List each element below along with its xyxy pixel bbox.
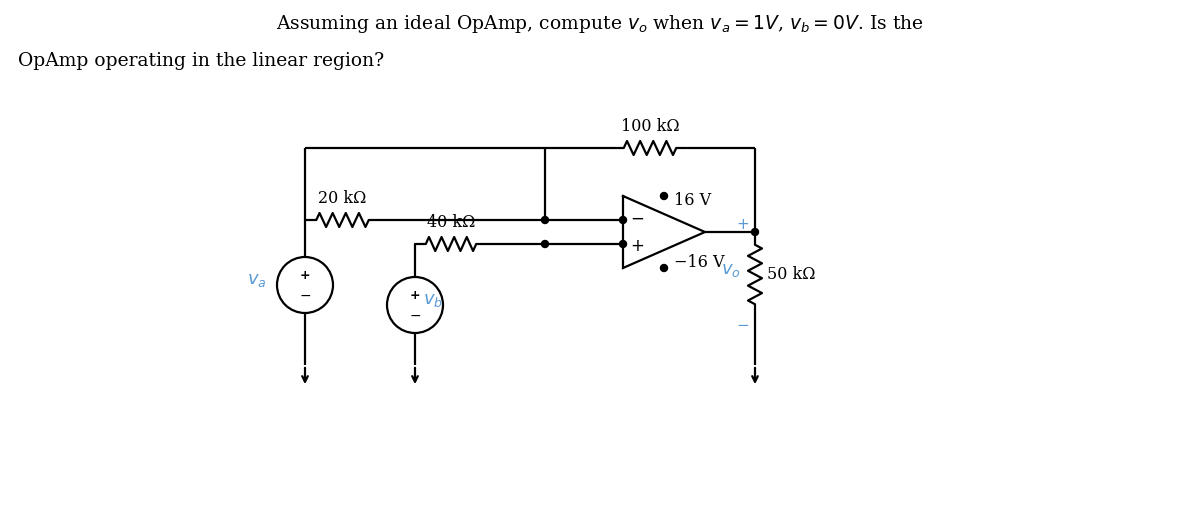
Text: 100 kΩ: 100 kΩ [620,118,679,135]
Text: $v_o$: $v_o$ [721,261,742,279]
Text: 20 kΩ: 20 kΩ [318,190,367,207]
Circle shape [541,241,548,248]
Text: 16 V: 16 V [674,191,712,209]
Circle shape [619,241,626,248]
Text: $v_a$: $v_a$ [247,271,266,289]
Text: 40 kΩ: 40 kΩ [427,214,475,231]
Text: −: − [737,318,749,332]
Text: OpAmp operating in the linear region?: OpAmp operating in the linear region? [18,52,384,70]
Circle shape [541,216,548,224]
Text: +: + [300,268,311,281]
Circle shape [660,192,667,200]
Circle shape [660,265,667,271]
Text: $v_b$: $v_b$ [424,291,443,309]
Text: +: + [409,289,420,302]
Text: $-$: $-$ [630,209,644,227]
Text: 50 kΩ: 50 kΩ [767,266,816,283]
Circle shape [619,216,626,224]
Text: Assuming an ideal OpAmp, compute $v_o$ when $v_a = 1V$, $v_b = 0V$. Is the: Assuming an ideal OpAmp, compute $v_o$ w… [276,13,924,35]
Text: $+$: $+$ [630,237,644,255]
Text: −: − [299,289,311,303]
Text: −: − [409,309,421,323]
Circle shape [751,228,758,236]
Text: −16 V: −16 V [674,254,725,270]
Text: +: + [737,216,749,231]
